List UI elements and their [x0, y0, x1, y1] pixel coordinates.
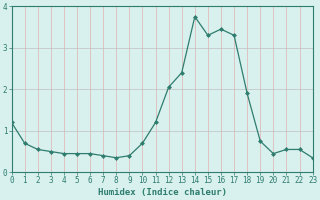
X-axis label: Humidex (Indice chaleur): Humidex (Indice chaleur) — [98, 188, 227, 197]
